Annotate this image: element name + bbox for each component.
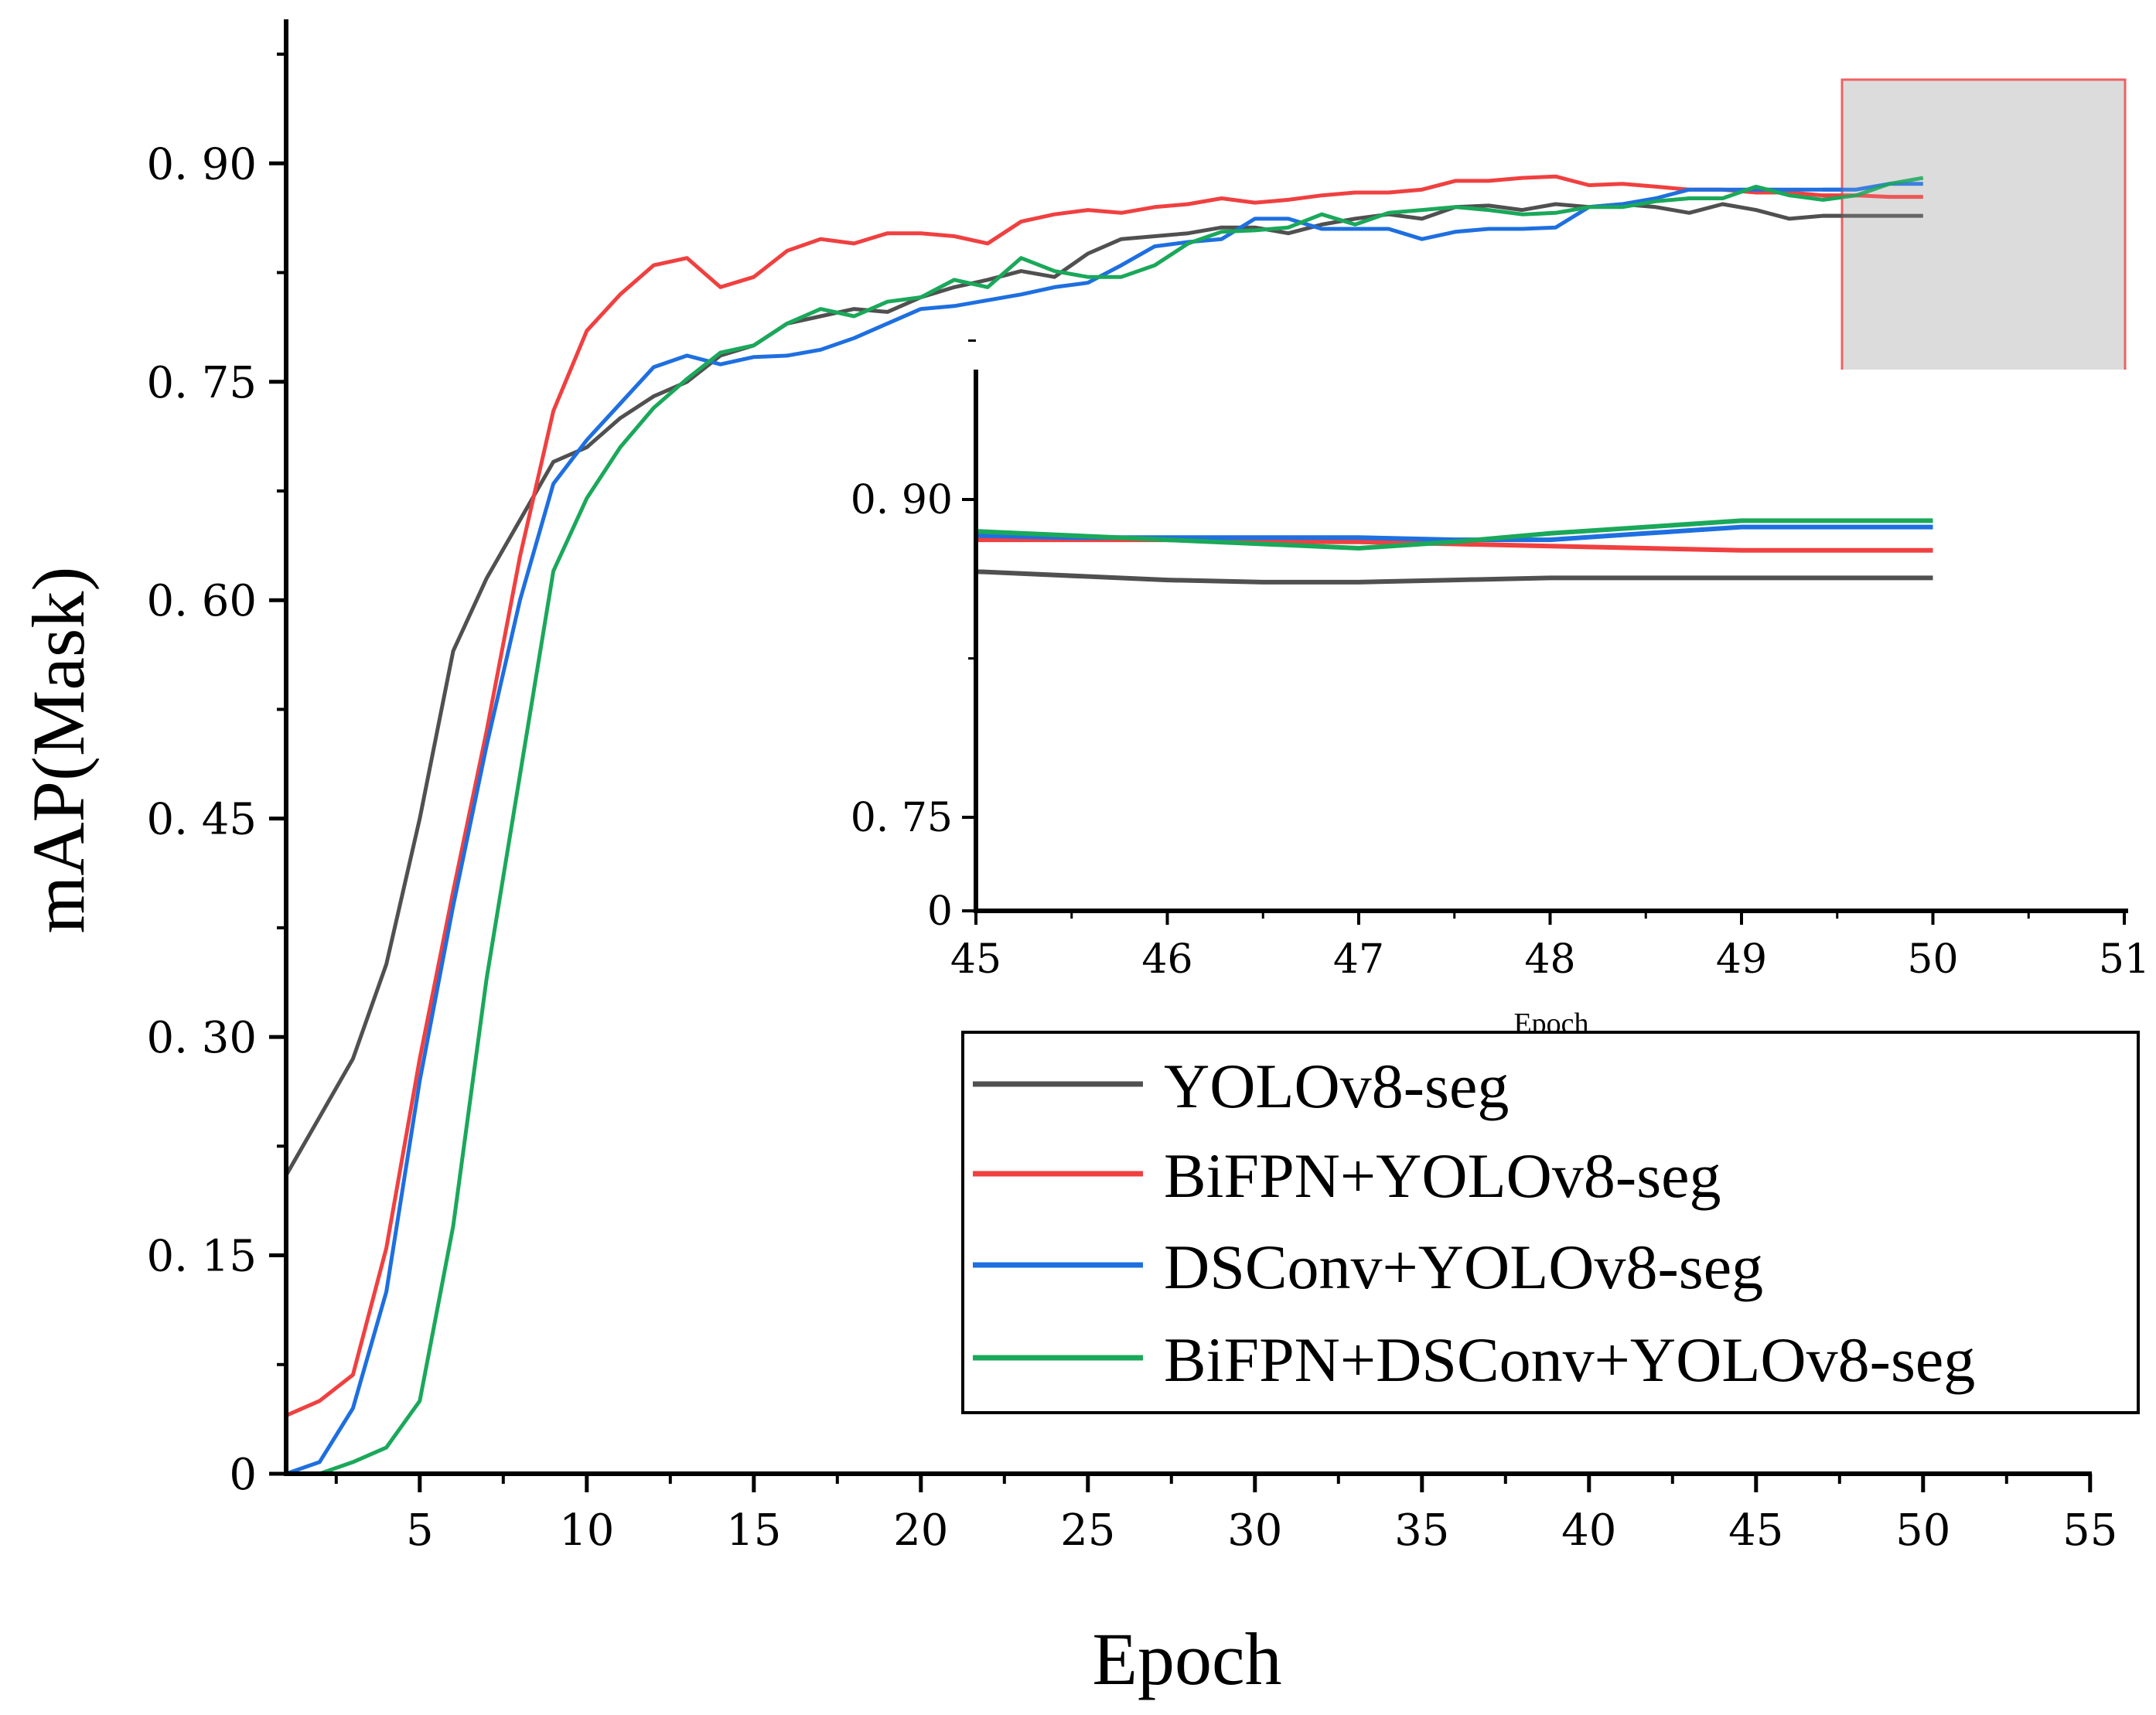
inset-x-tick-label: 48	[1524, 936, 1575, 983]
legend-label-bifpn: BiFPN+YOLOv8-seg	[1164, 1140, 1721, 1211]
y-tick-label: 0. 30	[147, 1013, 258, 1063]
zoom-series-group	[1822, 176, 1924, 218]
legend-label-bifpn-dsconv: BiFPN+DSConv+YOLOv8-seg	[1164, 1325, 1975, 1395]
inset-y-tick-label: 0	[927, 888, 953, 935]
y-ticks: 0 0. 15 0. 30 0. 45 0. 60 0. 75 0. 90	[147, 53, 286, 1500]
series-line-yolov8-seg	[284, 202, 1923, 1177]
inset-x-tick-label: 47	[1333, 936, 1384, 983]
x-tick-label: 50	[1895, 1505, 1950, 1556]
y-tick-label: 0. 45	[147, 795, 258, 845]
x-ticks: 5 10 15 20 25 30 35 40 45 50 55	[334, 1474, 2117, 1556]
x-axis-title: Epoch	[1092, 1618, 1281, 1700]
y-axis-title: mAP(Mask)	[17, 567, 100, 934]
inset-series-group	[975, 518, 1933, 585]
y-tick-label: 0. 90	[147, 139, 258, 189]
zoom-line-bifpn-dsconv-yolov8-seg	[1822, 176, 1924, 202]
x-tick-label: 25	[1060, 1505, 1115, 1556]
x-tick-label: 10	[559, 1505, 614, 1556]
inset-x-tick-label: 51	[2099, 936, 2150, 983]
y-tick-label: 0. 60	[147, 576, 258, 626]
x-tick-label: 35	[1394, 1505, 1449, 1556]
inset-x-tick-label: 50	[1907, 936, 1958, 983]
legend-label-dsconv: DSConv+YOLOv8-seg	[1164, 1232, 1763, 1302]
series-line-dsconv-yolov8-seg	[285, 182, 1923, 1476]
x-tick-label: 5	[406, 1505, 434, 1556]
inset-plot: 00. 750. 90 45 46 47 48 49 50 51 Epoch	[851, 339, 2150, 1040]
inset-line-yolov8-seg	[975, 569, 1933, 585]
series-line-bifpn-yolov8-seg	[285, 174, 1923, 1417]
series-line-bifpn-dsconv-yolov8-seg	[286, 176, 1924, 1476]
x-tick-label: 45	[1728, 1505, 1783, 1556]
main-series-group	[284, 174, 1924, 1476]
zoom-line-dsconv-yolov8-seg	[1823, 182, 1923, 192]
x-tick-label: 15	[726, 1505, 781, 1556]
inset-x-ticks: 45 46 47 48 49 50 51	[950, 911, 2150, 983]
x-tick-label: 55	[2062, 1505, 2117, 1556]
y-tick-label: 0	[229, 1450, 257, 1500]
legend-label-yolov8: YOLOv8-seg	[1164, 1051, 1509, 1121]
x-tick-label: 40	[1561, 1505, 1616, 1556]
legend-box	[961, 1031, 2140, 1414]
inset-line-bifpn-dsconv-yolov8-seg	[975, 518, 1933, 551]
inset-y-tick-label: 0. 75	[851, 795, 953, 841]
inset-x-tick-label: 46	[1141, 936, 1192, 983]
y-tick-label: 0. 15	[147, 1232, 258, 1282]
inset-x-tick-label: 45	[950, 936, 1001, 983]
inset-x-tick-label: 49	[1716, 936, 1767, 983]
y-tick-label: 0. 75	[147, 358, 258, 408]
x-tick-label: 30	[1227, 1505, 1282, 1556]
x-tick-label: 20	[893, 1505, 948, 1556]
inset-y-tick-label: 0. 90	[851, 477, 953, 523]
zoom-line-bifpn-yolov8-seg	[1823, 193, 1923, 199]
legend: YOLOv8-seg BiFPN+YOLOv8-seg DSConv+YOLOv…	[961, 1031, 2140, 1414]
inset-y-ticks: 0 0. 75 0. 90	[851, 339, 976, 935]
